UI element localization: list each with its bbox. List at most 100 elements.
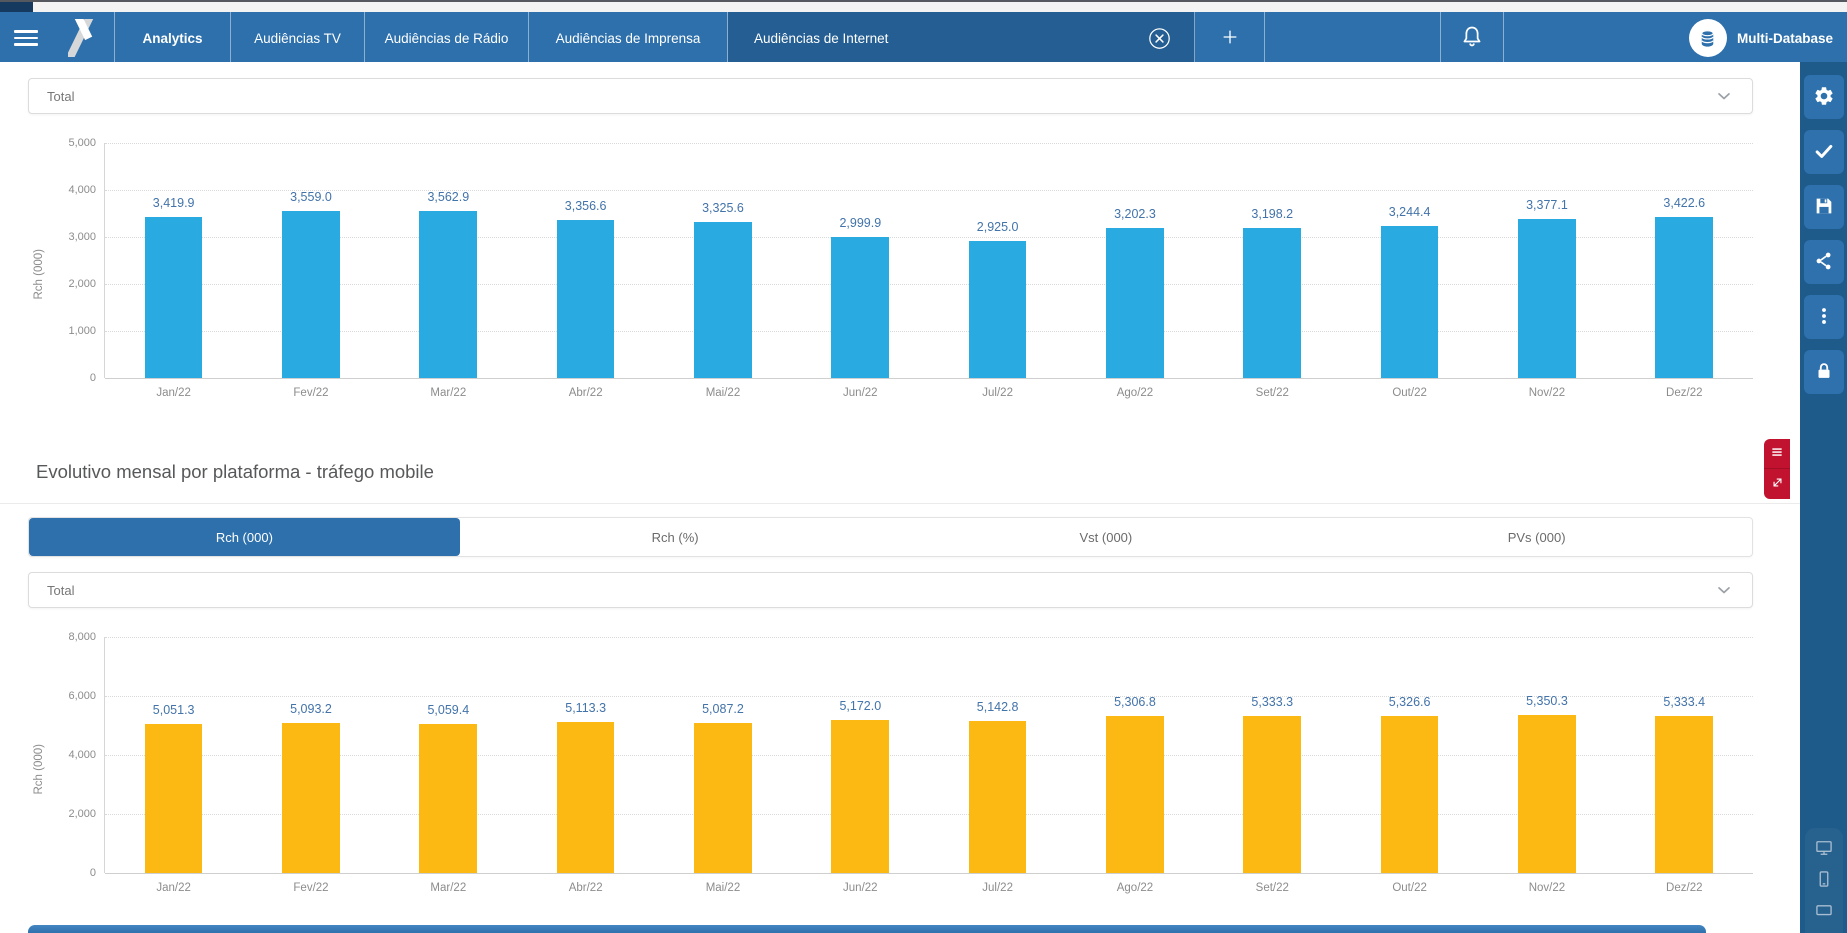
bar-value-label: 5,306.8 [1114,695,1156,709]
nav-tab-3[interactable]: Audiências de Rádio [365,12,529,64]
x-axis-label: Set/22 [1204,387,1341,399]
y-axis-tick: 6,000 [68,690,96,702]
window-corner-block [0,2,33,12]
dimension-select-bottom[interactable]: Total [28,572,1753,608]
bar-slot: 3,559.0Fev/22 [242,143,379,378]
list-menu-icon [1769,444,1785,463]
gridline [105,873,1753,874]
bar-slot: 5,172.0Jun/22 [792,637,929,873]
metric-tab-2[interactable]: Rch (%) [460,518,891,556]
bar-value-label: 3,202.3 [1114,207,1156,221]
window-top-strip [0,0,1847,12]
dimension-select-top[interactable]: Total [28,78,1753,114]
y-axis-tick: 8,000 [68,631,96,643]
nav-tab-2[interactable]: Audiências TV [231,12,365,64]
more-options-button[interactable] [1804,295,1844,339]
plot-area: 5,051.3Jan/225,093.2Fev/225,059.4Mar/225… [104,637,1753,873]
bar-slot: 3,562.9Mar/22 [380,143,517,378]
bar-slot: 3,356.6Abr/22 [517,143,654,378]
bar [282,723,340,873]
save-button[interactable] [1804,185,1844,229]
x-axis-label: Set/22 [1204,882,1341,894]
metric-tabs: Rch (000)Rch (%)Vst (000)PVs (000) [28,517,1753,557]
y-axis-ticks: 8,0006,0004,0002,0000 [50,637,104,873]
y-axis-tick: 5,000 [68,137,96,149]
save-icon [1813,195,1835,220]
notifications-button[interactable] [1441,12,1503,64]
y-axis-tick: 2,000 [68,278,96,290]
navbar-spacer [1265,12,1440,64]
bar [694,723,752,873]
bar-value-label: 3,419.9 [153,196,195,210]
nav-tab-label: Audiências TV [254,31,341,46]
app-logo-y-icon [52,12,115,64]
share-button[interactable] [1804,240,1844,284]
y-axis-title: Rch (000) [28,637,50,901]
bar-chart-internet-total: Rch (000) 5,0004,0003,0002,0001,0000 3,4… [28,143,1753,406]
desktop-view-button[interactable] [1814,838,1834,861]
bar [1381,716,1439,873]
bar-value-label: 5,333.3 [1251,695,1293,709]
bar-slot: 5,326.6Out/22 [1341,637,1478,873]
settings-button[interactable] [1804,75,1844,119]
dimension-select-value: Total [47,583,74,598]
section-divider [0,503,1800,504]
nav-tab-4[interactable]: Audiências de Imprensa [529,12,728,64]
mobile-view-button[interactable] [1814,869,1834,892]
bar-value-label: 3,198.2 [1251,207,1293,221]
nav-tab-1[interactable]: Analytics [115,12,231,64]
hamburger-menu-button[interactable] [0,12,52,64]
bar-slot: 5,333.4Dez/22 [1616,637,1753,873]
bar-slot: 3,325.6Mai/22 [654,143,791,378]
metric-tab-1[interactable]: Rch (000) [29,518,460,556]
gridline [105,378,1753,379]
bar-slot: 3,419.9Jan/22 [105,143,242,378]
metric-tab-4[interactable]: PVs (000) [1321,518,1752,556]
x-axis-label: Nov/22 [1478,387,1615,399]
nav-tab-label: Analytics [142,31,202,46]
lock-button[interactable] [1804,350,1844,394]
close-tab-button[interactable] [1147,26,1172,51]
chevron-down-icon [1714,580,1734,600]
bar-slot: 2,999.9Jun/22 [792,143,929,378]
nav-tab-5[interactable]: Audiências de Internet [728,12,1195,64]
apply-button[interactable] [1804,130,1844,174]
bar [1655,716,1713,873]
bar [557,220,615,378]
nav-tabs: Analytics Audiências TV Audiências de Rádi… [115,12,1195,64]
x-axis-label: Jul/22 [929,882,1066,894]
bar-value-label: 5,059.4 [427,703,469,717]
bar-value-label: 3,422.6 [1663,196,1705,210]
bar-value-label: 3,325.6 [702,201,744,215]
x-axis-label: Ago/22 [1066,882,1203,894]
bar-value-label: 3,562.9 [427,190,469,204]
bar-value-label: 3,377.1 [1526,198,1568,212]
bar-value-label: 5,113.3 [565,701,606,715]
x-axis-label: Mar/22 [380,387,517,399]
bar-value-label: 3,559.0 [290,190,332,204]
main-content: Total Rch (000) 5,0004,0003,0002,0001,00… [0,62,1800,933]
bar-slot: 5,142.8Jul/22 [929,637,1066,873]
bar-value-label: 5,172.0 [839,699,881,713]
y-axis-tick: 4,000 [68,749,96,761]
check-icon [1813,140,1835,165]
bar [1106,716,1164,873]
metric-tab-3[interactable]: Vst (000) [891,518,1322,556]
bar-value-label: 5,350.3 [1526,694,1568,708]
bar-slot: 3,202.3Ago/22 [1066,143,1203,378]
bar-slot: 5,051.3Jan/22 [105,637,242,873]
navbar-spacer [1504,12,1689,64]
bar [831,720,889,873]
bar-slot: 5,333.3Set/22 [1204,637,1341,873]
dimension-select-value: Total [47,89,74,104]
chart-menu-button[interactable] [1764,439,1790,469]
section-title: Evolutivo mensal por plataforma - tráfeg… [36,461,1800,483]
tablet-view-button[interactable] [1814,900,1834,923]
add-tab-button[interactable] [1195,12,1265,64]
right-toolbar [1800,62,1847,933]
bar-slot: 5,113.3Abr/22 [517,637,654,873]
database-selector[interactable]: Multi-Database [1689,12,1833,64]
next-section-header[interactable] [28,925,1706,933]
expand-chart-button[interactable] [1764,469,1790,499]
device-preview-panel [1805,828,1843,933]
